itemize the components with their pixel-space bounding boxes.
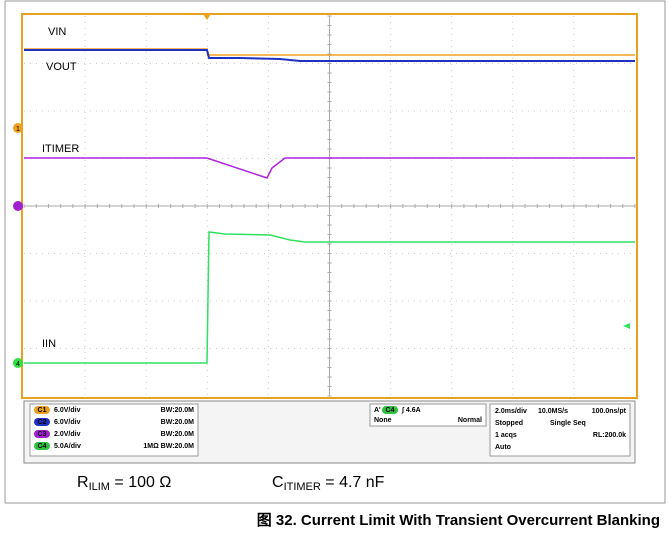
channel-bw: 1MΩ BW:20.0M: [143, 443, 194, 450]
channel-bw: BW:20.0M: [161, 431, 194, 438]
trigger-level-marker: [623, 323, 630, 329]
marker-text: 1: [16, 126, 20, 133]
channel-rows: C1 6.0V/div BW:20.0M C2 6.0V/div BW:20.0M C3 2.…: [34, 406, 194, 450]
channel-scale: 6.0V/div: [54, 407, 81, 414]
figure-border: [4, 0, 666, 504]
timebase: 2.0ms/div: [495, 408, 527, 415]
channel-box: [29, 403, 199, 457]
ch1-marker: [13, 123, 23, 133]
condition-c: CITIMER = 4.7 nF: [272, 474, 385, 493]
condition-r: RILIM = 100 Ω: [77, 474, 171, 493]
channel-bw: BW:20.0M: [161, 407, 194, 414]
subscript: ILIM: [89, 481, 110, 493]
badge-text: C1: [38, 407, 47, 414]
badge-text: C4: [386, 407, 395, 414]
trace-label: VIN: [48, 26, 66, 38]
timebase: 100.0ns/pt: [592, 408, 627, 415]
iin-trace: [24, 231, 635, 364]
timebase: 10.0MS/s: [538, 408, 568, 415]
channel-scale: 5.0A/div: [54, 443, 81, 450]
trace-label: IIN: [42, 338, 56, 350]
marker-text: 4: [16, 361, 20, 368]
timebase: RL:200.0k: [593, 432, 626, 439]
trigger-box: [369, 403, 487, 427]
vout-trace: [24, 49, 635, 62]
text: R: [77, 474, 89, 491]
text: C: [272, 474, 284, 491]
timebase-box: [489, 403, 631, 457]
trigger-level: ∫ 4.6A: [401, 407, 421, 414]
trace-label: ITIMER: [42, 143, 79, 155]
trace-label: VOUT: [46, 61, 77, 73]
trigger-source: A': [374, 407, 381, 414]
subscript: ITIMER: [284, 481, 321, 493]
badge: [382, 406, 398, 414]
timebase: Auto: [495, 444, 511, 451]
badge: [34, 418, 50, 426]
text: = 4.7 nF: [321, 474, 385, 491]
timebase: Stopped: [495, 420, 523, 427]
channel-scale: 2.0V/div: [54, 431, 81, 438]
badge-text: C4: [38, 443, 47, 450]
itimer-trace: [24, 157, 635, 179]
badge-text: C3: [38, 431, 47, 438]
badge: [34, 406, 50, 414]
channel-bw: BW:20.0M: [161, 419, 194, 426]
ch3-marker: [13, 201, 23, 211]
caption: 图 32. Current Limit With Transient Overc…: [257, 512, 660, 529]
ch4-marker: [13, 358, 23, 368]
channel-scale: 6.0V/div: [54, 419, 81, 426]
badge: [34, 430, 50, 438]
badge-text: C2: [38, 419, 47, 426]
badge: [34, 442, 50, 450]
timebase: Single Seq: [550, 420, 586, 427]
text: = 100 Ω: [110, 474, 171, 491]
trigger-mode: Normal: [458, 417, 482, 424]
trigger-marker: [203, 14, 211, 20]
trigger-coupling: None: [374, 417, 392, 424]
timebase: 1 acqs: [495, 432, 517, 439]
